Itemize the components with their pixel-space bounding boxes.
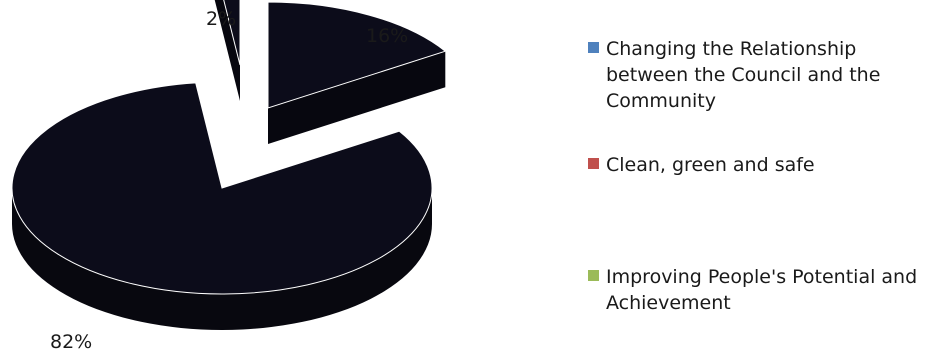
legend-swatch-red [588,158,599,169]
legend-label: Changing the Relationship between the Co… [606,38,881,112]
slice-clean-green-safe-side [12,188,432,330]
slice-changing-relationship [267,1,447,109]
pie-slices [11,0,447,330]
data-label-clean-green-safe: 82% [50,331,92,353]
data-label-improving-potential: 2% [206,8,236,30]
legend-item-changing-relationship: Changing the Relationship between the Co… [588,36,927,114]
data-label-changing-relationship: 16% [366,25,408,47]
legend-item-improving-potential: Improving People's Potential and Achieve… [588,264,927,316]
slice-improving-potential [223,0,241,66]
legend-swatch-green [588,270,599,281]
pie-chart: 16% 82% 2% [11,0,447,353]
slice-changing-relationship-wall [268,2,446,144]
slice-improving-potential-wall [214,0,240,101]
legend-label: Improving People's Potential and Achieve… [606,266,918,314]
legend-item-clean-green-safe: Clean, green and safe [588,152,927,178]
legend-swatch-blue [588,42,599,53]
legend-label: Clean, green and safe [606,154,815,176]
legend: Changing the Relationship between the Co… [588,0,927,353]
slice-clean-green-safe [11,82,433,295]
